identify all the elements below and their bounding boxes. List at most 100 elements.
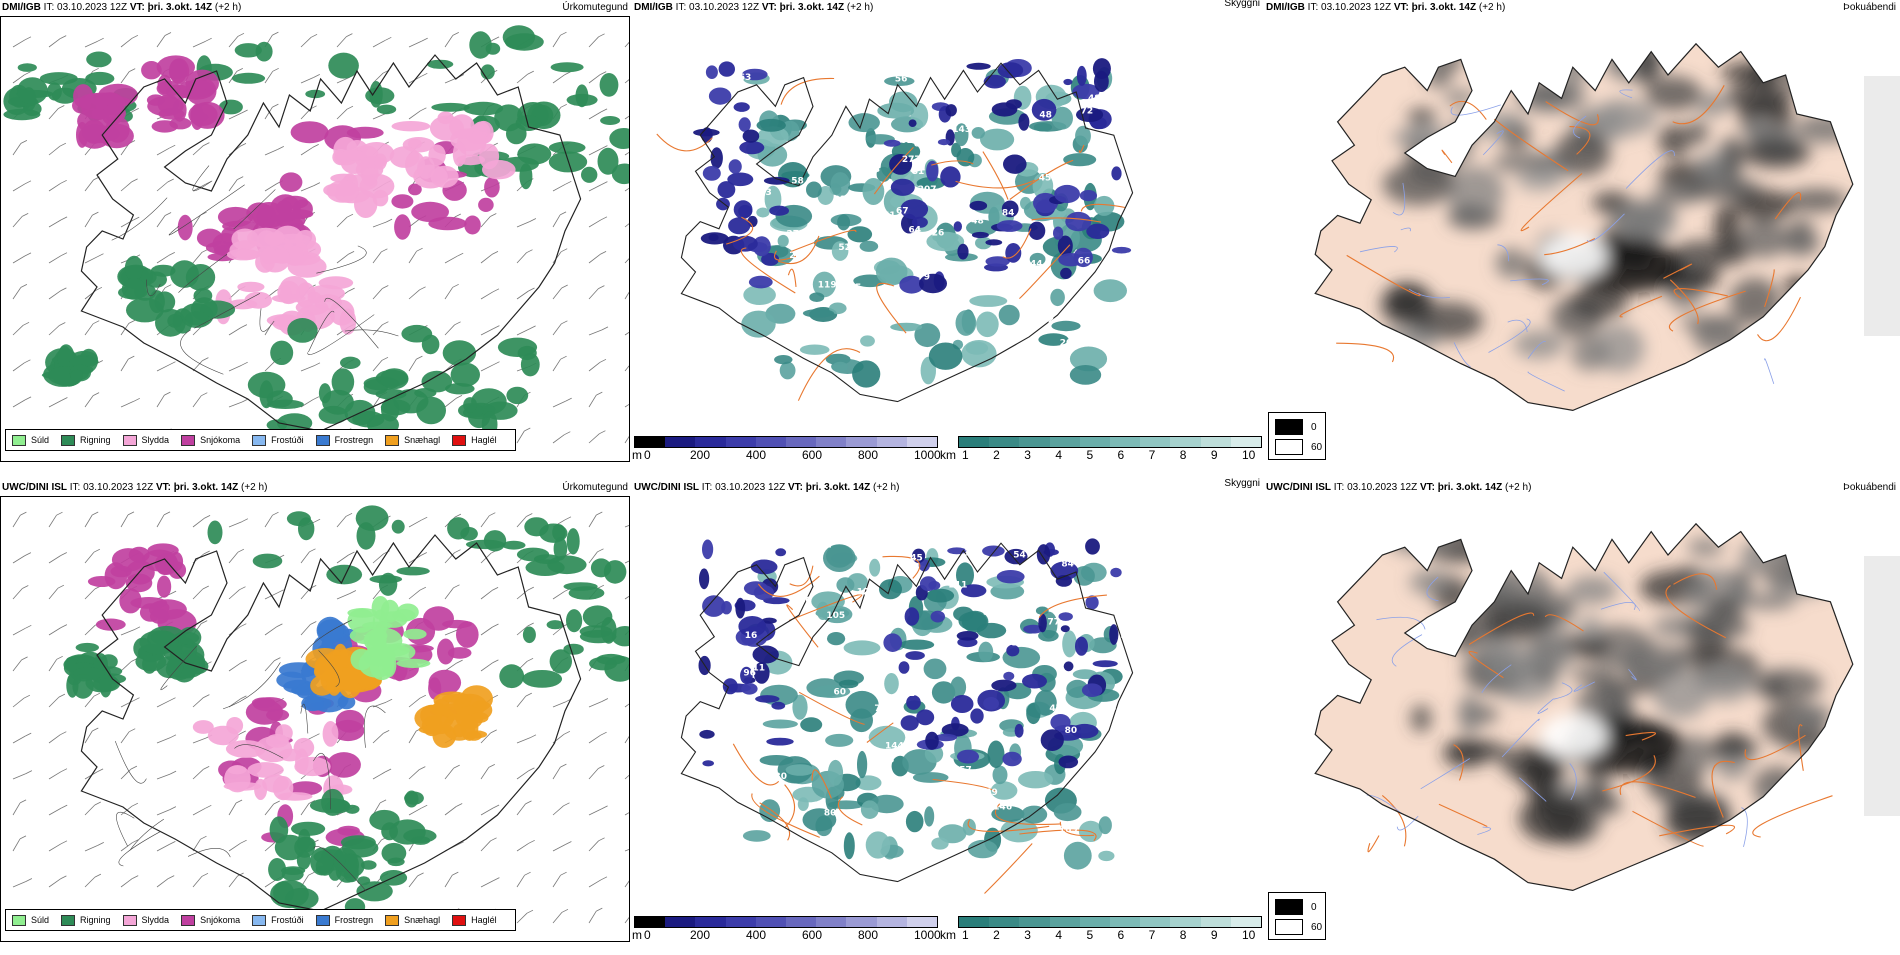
colorbar-segment (1140, 917, 1171, 927)
ceiling-value-label: 50 (1078, 299, 1091, 309)
precip-swatch (122, 434, 137, 446)
it-time: 03.10.2023 12Z (83, 482, 154, 493)
ceiling-value-label: 69 (914, 140, 927, 150)
visibility-tick-label: 1 (962, 928, 969, 942)
colorbar-segment (695, 917, 726, 927)
it-time: 03.10.2023 12Z (1321, 2, 1392, 13)
precip-map (12, 505, 629, 924)
it-time: 03.10.2023 12Z (715, 482, 786, 493)
ceiling-tick-label: 1000 (914, 928, 941, 942)
vt-time: þri. 3.okt. 14Z (805, 482, 871, 493)
precip-legend-item: Frostúði (252, 434, 304, 446)
colorbar-segment (1019, 917, 1050, 927)
colorbar-segment (695, 437, 726, 447)
ceiling-value-label: 64 (878, 235, 891, 245)
it-time: 03.10.2023 12Z (689, 2, 760, 13)
ceiling-tick-label: 200 (690, 928, 711, 942)
precip-legend-item: Frostregn (315, 914, 373, 926)
ceiling-value-label: 146 (993, 803, 1012, 813)
ceiling-value-label: 23 (789, 251, 802, 261)
ceiling-value-label: 48 (1088, 94, 1101, 104)
fog-swatch (1275, 919, 1303, 935)
colorbar-segment (959, 917, 990, 927)
precip-map (3, 25, 629, 444)
ceiling-value-label: 162 (949, 648, 968, 658)
colorbar-segment (989, 917, 1020, 927)
ceiling-value-label: 11 (813, 737, 826, 747)
precip-legend-item: Snæhagl (385, 434, 441, 446)
fog-legend-label: 0 (1311, 901, 1317, 913)
ceiling-unit: m (632, 448, 642, 462)
fog-legend-item: 60 (1275, 439, 1322, 455)
ceiling-value-label: 20 (733, 702, 746, 712)
precip-swatch (315, 914, 330, 926)
colorbar-segment (846, 917, 877, 927)
ceiling-value-label: 48 (971, 216, 984, 226)
fog-panel: DMI/IGB IT: 03.10.2023 12Z VT: þri. 3.ok… (1264, 0, 1900, 470)
ceiling-tick-label: 600 (802, 448, 823, 462)
it-label: IT: (1333, 482, 1345, 493)
precip-legend-label: Snæhagl (404, 435, 441, 445)
ceiling-value-label: 49 (985, 788, 998, 798)
panel-header: DMI/IGB IT: 03.10.2023 12Z VT: þri. 3.ok… (2, 2, 628, 16)
visibility-tick-label: 2 (993, 928, 1000, 942)
precip-legend: Súld Rigning Slydda Snjókoma Frostúði Frostre… (5, 909, 516, 931)
it-time: 03.10.2023 12Z (57, 2, 128, 13)
row-uwc: UWC/DINI ISL IT: 03.10.2023 12Z VT: þri.… (0, 478, 1900, 955)
ceiling-value-label: 58 (791, 177, 804, 187)
ceiling-colorbar (634, 916, 938, 928)
ceiling-visibility-panel: UWC/DINI ISL IT: 03.10.2023 12Z VT: þri.… (632, 478, 1264, 950)
precip-legend-item: Haglél (452, 914, 497, 926)
ceiling-value-label: 56 (895, 75, 908, 85)
colorbar-segment (786, 437, 817, 447)
colorbar-segment (1049, 917, 1080, 927)
fog-swatch (1275, 899, 1303, 915)
ceiling-tick-label: 800 (858, 928, 879, 942)
panel-title: Úrkomutegund (562, 482, 628, 493)
fog-legend-label: 60 (1311, 441, 1323, 453)
lead-time: (+2 h) (241, 482, 268, 493)
ceiling-value-label: 72 (1081, 107, 1094, 117)
ceiling-value-label: 64 (909, 225, 922, 235)
precip-legend-label: Rigning (80, 915, 111, 925)
ceiling-value-label: 67 (896, 206, 909, 216)
vt-time: þri. 3.okt. 14Z (173, 482, 239, 493)
precip-legend-label: Snæhagl (404, 915, 441, 925)
precip-type-panel: DMI/IGB IT: 03.10.2023 12Z VT: þri. 3.ok… (0, 0, 632, 470)
colorbar-segment (1049, 437, 1080, 447)
vt-label: VT: (155, 482, 171, 493)
ceiling-value-label: 63 (713, 665, 726, 675)
ceiling-value-label: 99 (725, 620, 738, 630)
ceiling-value-label: 124 (903, 689, 922, 699)
visibility-tick-label: 1 (962, 448, 969, 462)
lead-time: (+2 h) (846, 2, 874, 13)
ceiling-colorbar (634, 436, 938, 448)
model-name: DMI/IGB (634, 2, 673, 13)
ceiling-value-label: 52 (838, 243, 851, 253)
panel-title: Skyggni (1224, 0, 1260, 9)
ceiling-value-label: 45 (910, 553, 923, 563)
ceiling-value-label: 62 (1120, 820, 1133, 830)
precip-swatch (385, 434, 400, 446)
precip-swatch (61, 914, 76, 926)
vt-label: VT: (129, 2, 145, 13)
ceiling-tick-label: 0 (644, 448, 651, 462)
precip-legend-item: Rigning (61, 434, 111, 446)
ceiling-value-label: 66 (1078, 257, 1091, 267)
precip-legend-item: Slydda (122, 434, 169, 446)
visibility-tick-label: 3 (1024, 928, 1031, 942)
ceiling-value-label: 10 (770, 333, 783, 343)
precip-legend-item: Rigning (61, 914, 111, 926)
ceiling-value-label: 166 (1044, 648, 1063, 658)
colorbar-segment (725, 437, 756, 447)
it-label: IT: (1307, 2, 1319, 13)
precip-legend-item: Snjókoma (181, 434, 240, 446)
fog-legend: 0 60 (1268, 892, 1326, 940)
colorbar-segment (755, 917, 787, 927)
colorbar-segment (1019, 437, 1050, 447)
precip-legend-label: Frostregn (334, 435, 374, 445)
fog-legend-label: 60 (1311, 921, 1323, 933)
ceiling-value-label: 43 (1104, 703, 1117, 713)
ceiling-value-label: 80 (824, 809, 837, 819)
ceiling-value-label: 171 (1036, 642, 1055, 652)
